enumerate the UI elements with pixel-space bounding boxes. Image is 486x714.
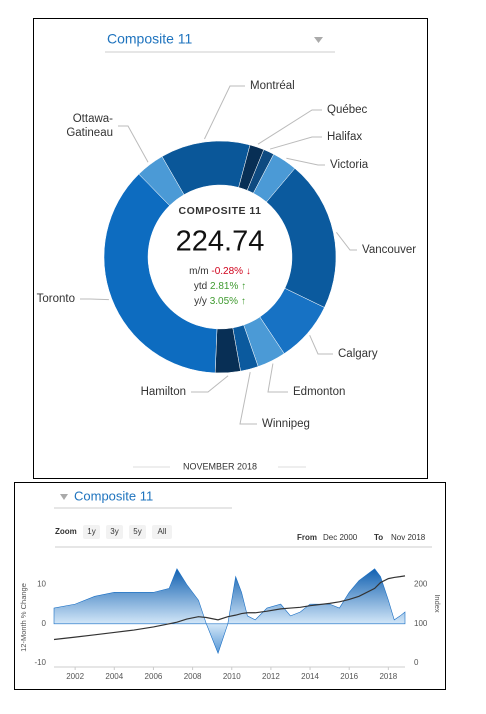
zoom-button-label[interactable]: 3y: [110, 527, 118, 536]
center-title: COMPOSITE 11: [178, 205, 261, 217]
center-value: 224.74: [176, 226, 265, 258]
leader-line: [118, 125, 149, 163]
x-tick-label: 2010: [223, 672, 241, 681]
from-value[interactable]: Dec 2000: [323, 533, 358, 542]
stat-value: 3.05%: [210, 296, 238, 307]
leader-line: [191, 375, 229, 393]
stats: m/m -0.28% ↓ytd 2.81% ↑y/y 3.05% ↑: [189, 266, 251, 307]
donut-chart: Montréal Québec Halifax Victoria Vancouver Ca…: [37, 80, 417, 430]
segment-label: Edmonton: [293, 386, 345, 398]
leader-line: [309, 335, 333, 355]
leader-line: [267, 363, 288, 393]
leader-line: [286, 157, 325, 166]
y2-tick-label: 0: [414, 658, 419, 667]
stat-label: m/m: [189, 266, 208, 277]
zoom-buttons: 1y 3y 5y All: [83, 525, 172, 539]
y2-axis-title: Index: [433, 594, 442, 613]
area: [53, 568, 406, 655]
y-axis-title: 12-Month % Change: [19, 583, 28, 652]
leader-line: [257, 109, 322, 145]
zoom-button[interactable]: [83, 525, 100, 539]
x-tick-label: 2008: [184, 672, 202, 681]
segment-label: Ottawa-Gatineau: [66, 113, 113, 139]
leader-line: [336, 231, 357, 251]
from-label: From: [297, 533, 317, 542]
stat-row: m/m -0.28% ↓: [189, 266, 251, 277]
x-tick-label: 2006: [145, 672, 163, 681]
to-value[interactable]: Nov 2018: [391, 533, 426, 542]
stat-row: y/y 3.05% ↑: [194, 296, 246, 307]
index-line: [53, 575, 406, 641]
segment-label: Hamilton: [141, 386, 186, 398]
x-tick-label: 2018: [379, 672, 397, 681]
dropdown-label[interactable]: Composite 11: [74, 488, 153, 503]
stat-arrow: ↑: [241, 281, 246, 292]
zoom-button[interactable]: [152, 525, 172, 539]
segment-label: Calgary: [338, 348, 378, 360]
segment-label: Halifax: [327, 131, 362, 143]
zoom-button-label[interactable]: 5y: [133, 527, 141, 536]
y-tick-label: 10: [37, 580, 46, 589]
history-chart: 2002 2004 2006 2008 2010 2012 2014 2016 2018 -10 0…: [19, 568, 442, 681]
segment-label: Québec: [327, 104, 368, 116]
leader-line: [80, 298, 109, 301]
zoom-label: Zoom: [55, 527, 77, 536]
stat-arrow: ↓: [246, 266, 251, 277]
donut-segment[interactable]: [138, 156, 185, 206]
x-tick-label: 2014: [301, 672, 319, 681]
stat-value: -0.28%: [211, 266, 243, 277]
stat-row: ytd 2.81% ↑: [194, 281, 246, 292]
stat-label: ytd: [194, 281, 207, 292]
dropdown-caret[interactable]: [60, 494, 68, 500]
x-tick-label: 2016: [340, 672, 358, 681]
y-tick-label: -10: [34, 658, 46, 667]
x-tick-label: 2002: [66, 672, 84, 681]
donut-segment[interactable]: [103, 173, 218, 374]
segment-label: Montréal: [250, 80, 295, 92]
panel-border: [33, 18, 428, 479]
leader-line: [269, 136, 322, 150]
zoom-button-label[interactable]: All: [158, 527, 167, 536]
zoom-button[interactable]: [129, 525, 146, 539]
segment-label: Toronto: [37, 293, 75, 305]
segment-label: Vancouver: [362, 244, 416, 256]
zoom-button-label[interactable]: 1y: [87, 527, 95, 536]
y2-tick-label: 100: [414, 619, 428, 628]
zoom-button[interactable]: [106, 525, 123, 539]
to-label: To: [374, 533, 383, 542]
dropdown-caret[interactable]: [314, 37, 323, 43]
leader-line: [204, 85, 245, 140]
stat-value: 2.81%: [210, 281, 238, 292]
stat-arrow: ↑: [241, 296, 246, 307]
leader-line: [239, 372, 257, 425]
x-tick-label: 2012: [262, 672, 280, 681]
stat-label: y/y: [194, 296, 207, 307]
segment-label: Winnipeg: [262, 418, 310, 430]
x-tick-label: 2004: [105, 672, 123, 681]
dropdown-label[interactable]: Composite 11: [107, 31, 193, 47]
footer: NOVEMBER 2018: [183, 461, 257, 471]
y2-tick-label: 200: [414, 580, 428, 589]
segment-label: Victoria: [330, 159, 369, 171]
y-tick-label: 0: [42, 619, 47, 628]
